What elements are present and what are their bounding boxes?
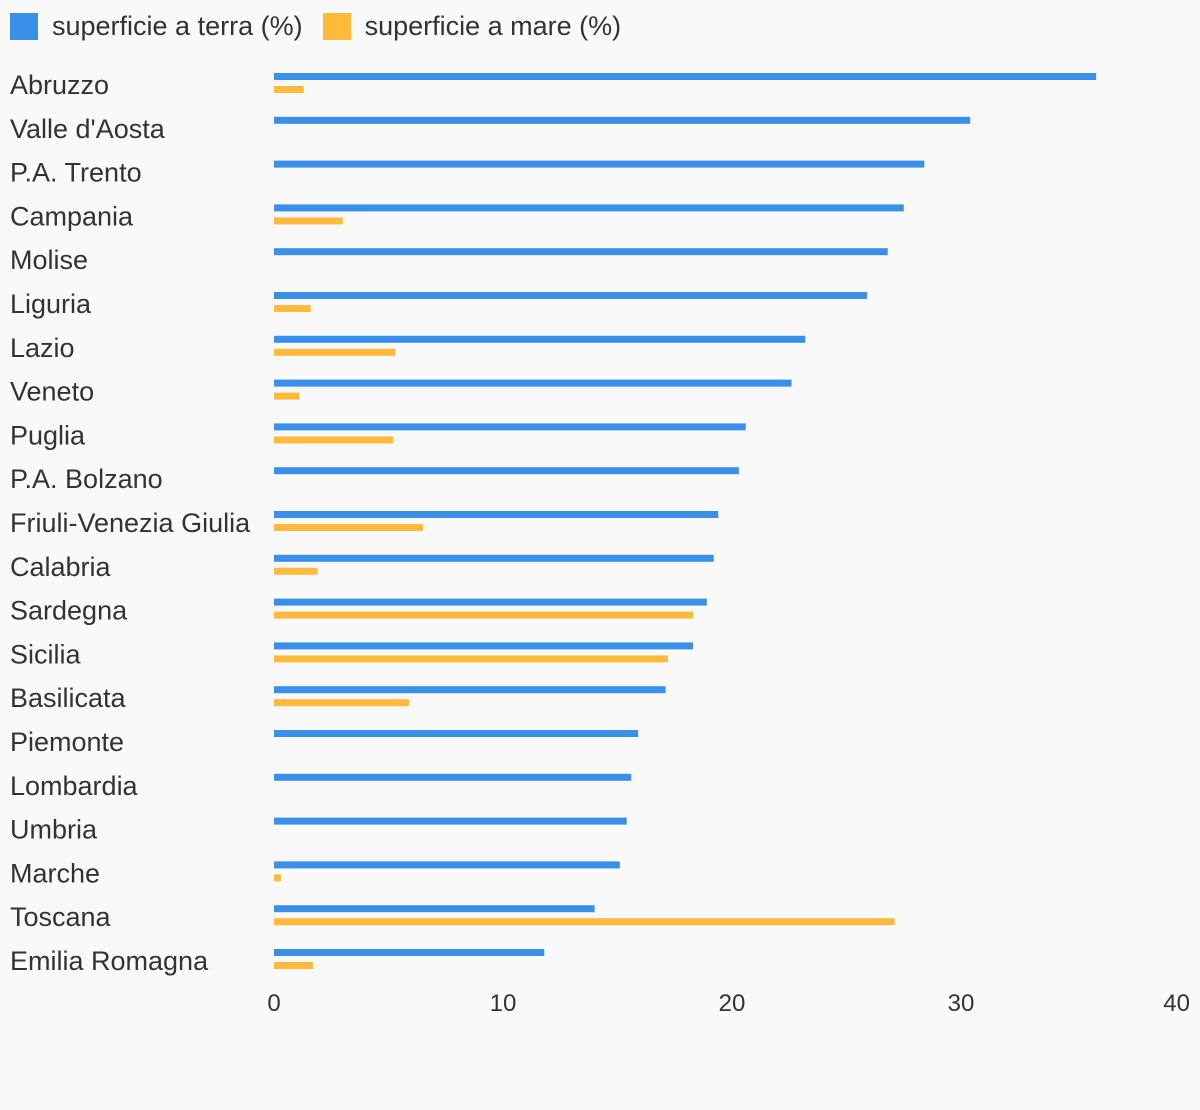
category-label-piemonte: Piemonte (10, 727, 124, 757)
bar-mare-abruzzo[interactable] (274, 86, 304, 93)
bar-terra-lombardia[interactable] (274, 773, 632, 781)
bar-mare-puglia[interactable] (274, 436, 394, 444)
bar-terra-emilia-romagna[interactable] (274, 949, 545, 956)
category-label-marche: Marche (10, 858, 100, 888)
category-label-campania: Campania (10, 201, 134, 231)
bar-terra-sardegna[interactable] (274, 598, 707, 606)
category-label-abruzzo: Abruzzo (10, 70, 109, 100)
bar-terra-piemonte[interactable] (274, 730, 639, 737)
bar-mare-friuli-venezia-giulia[interactable] (274, 524, 423, 531)
bar-mare-emilia-romagna[interactable] (274, 962, 313, 969)
bar-terra-molise[interactable] (274, 248, 888, 256)
category-label-p-a-trento: P.A. Trento (10, 158, 142, 188)
category-label-umbria: Umbria (10, 815, 98, 845)
bar-terra-umbria[interactable] (274, 817, 627, 825)
legend-swatch-mare (322, 12, 351, 40)
category-label-calabria: Calabria (10, 552, 112, 582)
category-label-p-a-bolzano: P.A. Bolzano (10, 464, 163, 494)
legend: superficie a terra (%) superficie a mare… (10, 8, 641, 44)
bar-terra-abruzzo[interactable] (274, 73, 1097, 80)
bar-terra-campania[interactable] (274, 204, 904, 212)
category-label-basilicata: Basilicata (10, 683, 127, 713)
category-label-emilia-romagna: Emilia Romagna (10, 946, 209, 976)
bar-terra-friuli-venezia-giulia[interactable] (274, 511, 719, 518)
category-label-toscana: Toscana (10, 902, 112, 932)
x-tick-label-0: 0 (267, 990, 280, 1017)
x-tick-label-10: 10 (490, 990, 517, 1017)
bar-mare-marche[interactable] (274, 874, 281, 882)
bar-terra-marche[interactable] (274, 861, 620, 869)
category-label-molise: Molise (10, 245, 88, 275)
bar-terra-veneto[interactable] (274, 379, 792, 387)
x-tick-label-40: 40 (1163, 990, 1190, 1017)
bar-mare-liguria[interactable] (274, 305, 311, 312)
bar-mare-calabria[interactable] (274, 567, 318, 575)
legend-item-mare[interactable]: superficie a mare (%) (322, 8, 622, 44)
bar-terra-valle-d-aosta[interactable] (274, 116, 971, 124)
legend-label-mare: superficie a mare (%) (364, 11, 622, 41)
bar-mare-sicilia[interactable] (274, 655, 668, 663)
bar-terra-sicilia[interactable] (274, 642, 694, 650)
bar-terra-toscana[interactable] (274, 905, 595, 913)
category-label-sicilia: Sicilia (10, 639, 82, 669)
bar-mare-toscana[interactable] (274, 918, 895, 926)
bar-terra-p-a-trento[interactable] (274, 160, 925, 168)
bar-mare-basilicata[interactable] (274, 699, 410, 707)
x-tick-label-20: 20 (719, 990, 746, 1017)
legend-item-terra[interactable]: superficie a terra (%) (10, 8, 303, 44)
category-label-friuli-venezia-giulia: Friuli-Venezia Giulia (10, 508, 251, 538)
category-label-sardegna: Sardegna (10, 596, 128, 626)
bar-terra-p-a-bolzano[interactable] (274, 467, 739, 475)
bar-mare-sardegna[interactable] (274, 611, 694, 619)
bar-terra-basilicata[interactable] (274, 686, 666, 694)
bar-mare-veneto[interactable] (274, 392, 300, 400)
bar-mare-lazio[interactable] (274, 348, 396, 356)
category-label-valle-d-aosta: Valle d'Aosta (10, 114, 166, 144)
bar-terra-calabria[interactable] (274, 554, 714, 562)
category-label-puglia: Puglia (10, 420, 86, 450)
legend-label-terra: superficie a terra (%) (52, 11, 303, 41)
bar-mare-campania[interactable] (274, 217, 343, 225)
category-label-veneto: Veneto (10, 377, 94, 407)
bar-terra-puglia[interactable] (274, 423, 746, 431)
category-label-liguria: Liguria (10, 289, 92, 319)
bar-terra-liguria[interactable] (274, 292, 868, 299)
bar-terra-lazio[interactable] (274, 335, 806, 343)
x-tick-label-30: 30 (948, 990, 975, 1017)
category-label-lombardia: Lombardia (10, 771, 139, 801)
legend-swatch-terra (10, 12, 38, 40)
category-label-lazio: Lazio (10, 333, 75, 363)
